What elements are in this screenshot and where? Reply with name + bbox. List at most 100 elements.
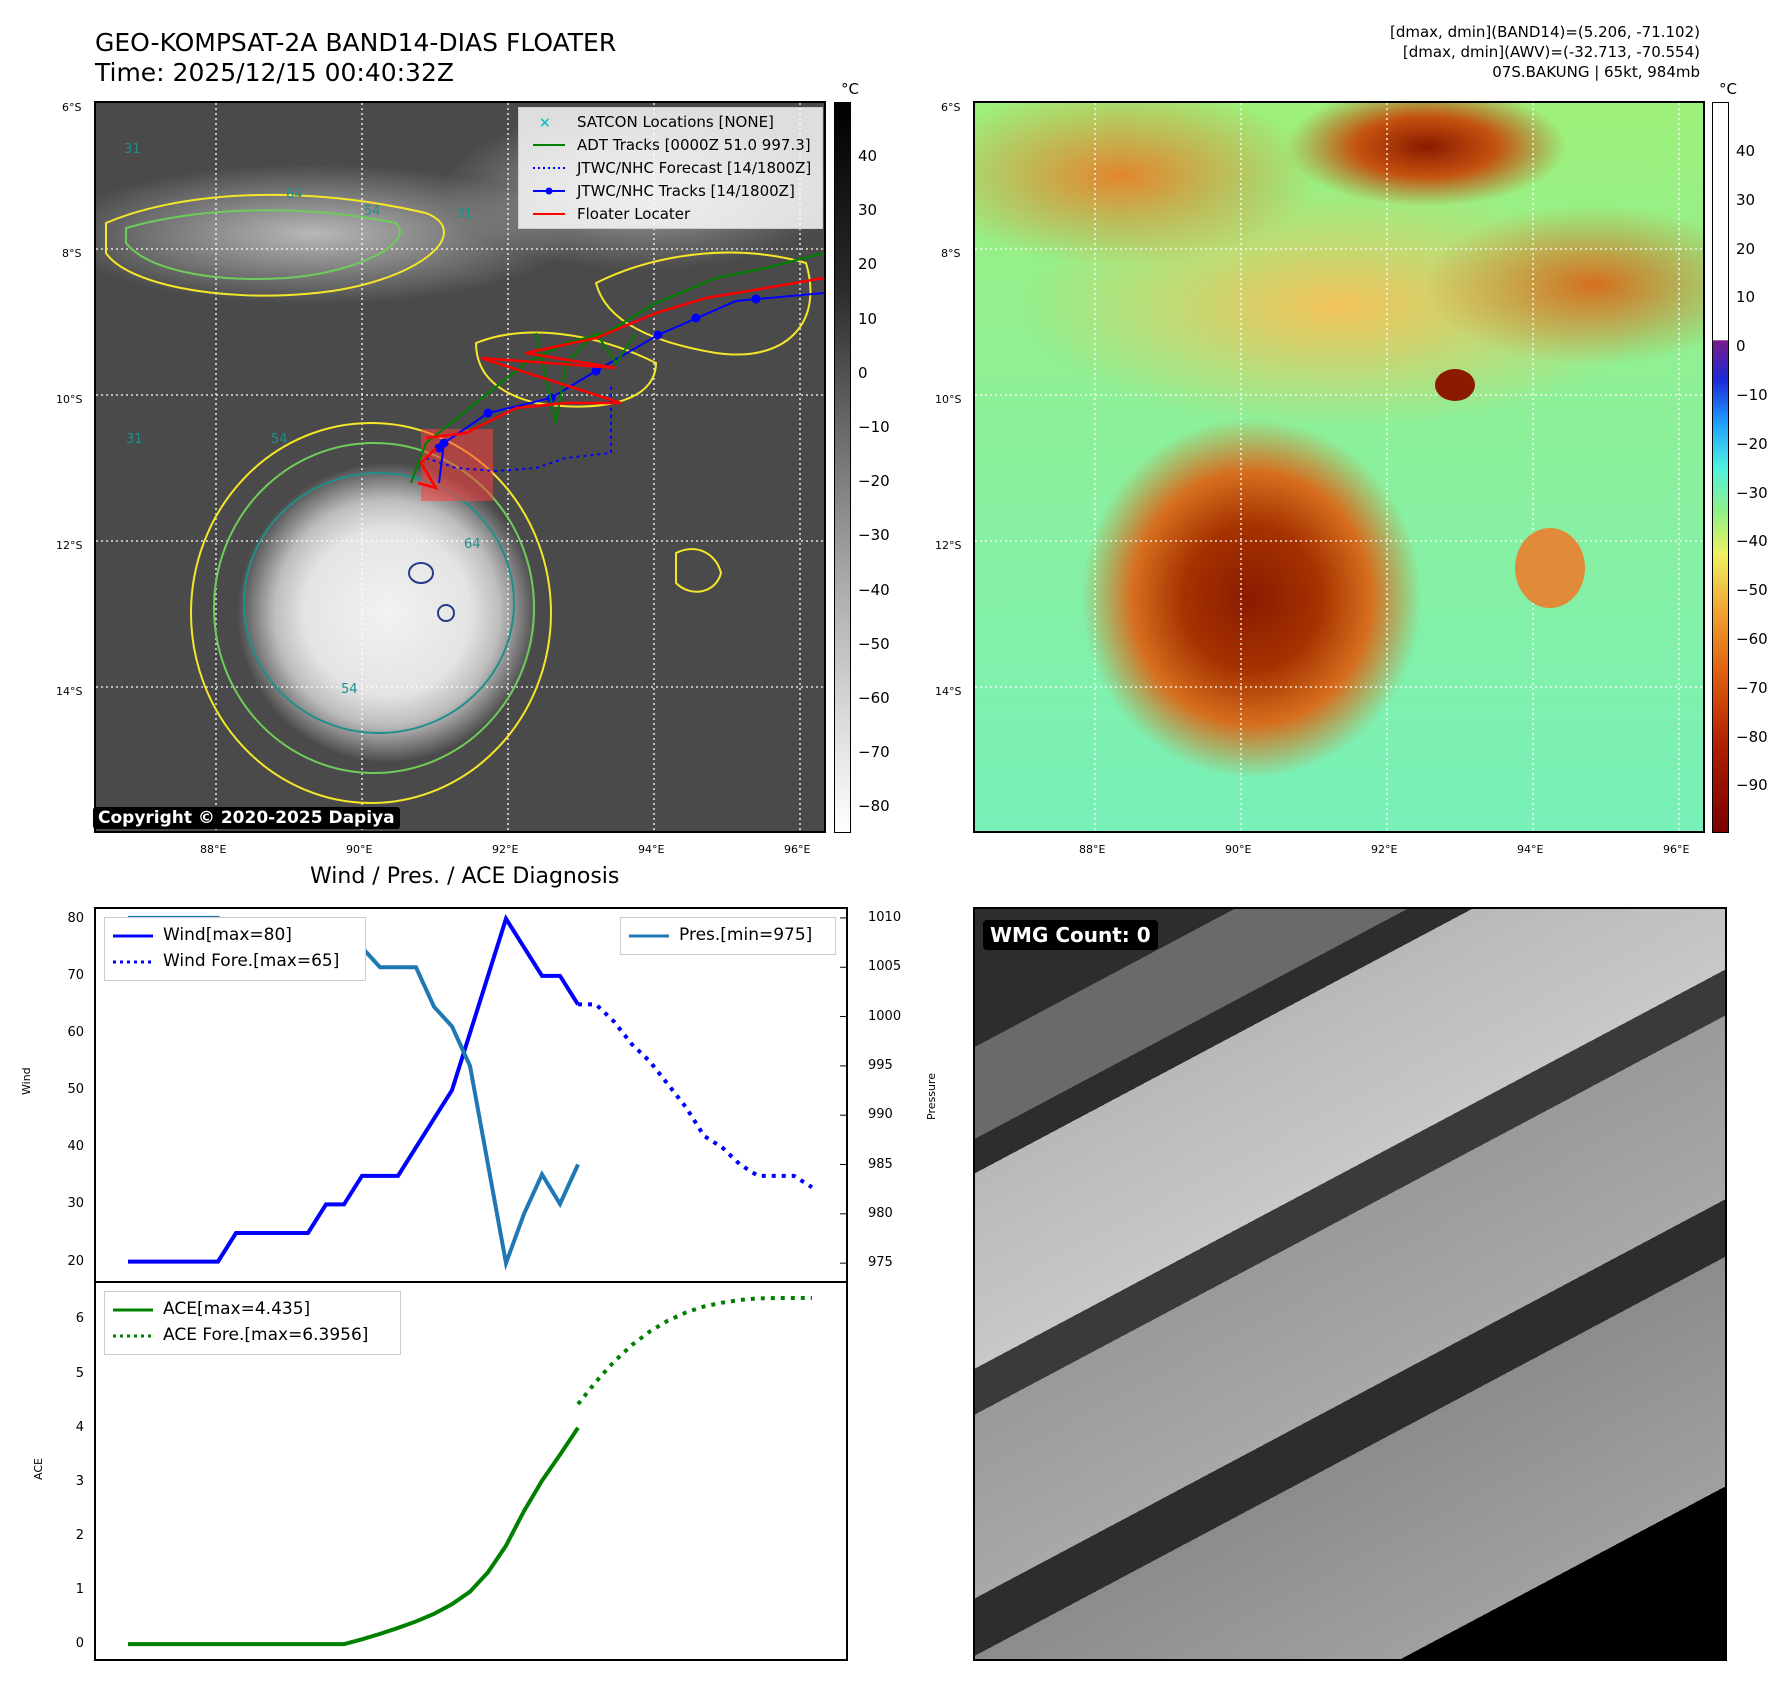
map1-lat-14s: 14°S [56,685,83,698]
colorbar-awv-tick: −70 [1736,678,1768,697]
colorbar-ir-tick: 40 [858,147,878,165]
map2-lat-6s: 6°S [941,101,961,114]
colorbar-awv-tick: −50 [1736,581,1768,600]
pressure-tick-label: 990 [868,1107,893,1123]
floater-locater-hook [417,447,439,491]
pressure-legend-label: Pres.[min=975] [679,925,813,945]
ace-legend-forecast: ACE Fore.[max=6.3956] [163,1325,369,1345]
ir-satellite-map: 31 54 64 31 54 64 54 31 × SATCON Locati [94,101,826,833]
pressure-tick-label: 975 [868,1255,893,1271]
wind-tick-label: 30 [67,1196,84,1212]
colorbar-awv-tick: −30 [1736,483,1768,502]
map2-lon-92e: 92°E [1371,843,1398,856]
colorbar-ir-tick: −60 [858,689,890,707]
contour-31-mid [474,331,658,408]
colorbar-ir-tick: −20 [858,472,890,491]
contour-64-core [243,472,515,734]
contour-31-ne [594,251,812,356]
contour-label-6: 64 [464,537,481,552]
wind-tick-label: 20 [67,1253,84,1269]
contour-label-5: 54 [271,432,288,447]
map2-lon-90e: 90°E [1225,843,1252,856]
pressure-tick-label: 1005 [868,959,902,975]
map-legend: × SATCON Locations [NONE] ADT Tracks [00… [518,107,823,229]
contour-label-1: 31 [124,142,141,157]
colorbar-awv-tick: 20 [1736,239,1756,258]
colorbar-ir-tick: 30 [858,201,878,220]
diagnosis-title: Wind / Pres. / ACE Diagnosis [310,864,620,889]
pressure-tick-label: 1010 [868,909,902,925]
figure-time: Time: 2025/12/15 00:40:32Z [95,58,454,87]
map2-lon-94e: 94°E [1517,843,1544,856]
map1-lon-90e: 90°E [346,843,373,856]
colorbar-ir-tick: −30 [858,526,890,545]
pressure-tick-label: 995 [868,1057,893,1073]
colorbar-awv-tick: −10 [1736,386,1768,404]
colorbar-ir-tick: 20 [858,255,878,274]
ace-plot [127,1296,813,1647]
floater-locater-box [421,429,493,501]
contour-31-core [190,422,552,804]
ace-panel: ACE[max=4.435] ACE Fore.[max=6.3956] [94,1281,848,1661]
map2-lon-96e: 96°E [1663,843,1690,856]
pressure-legend: Pres.[min=975] [620,917,836,955]
svg-text:×: × [539,115,551,131]
colorbar-awv-tick: 10 [1736,288,1756,307]
wind-tick-label: 70 [67,967,84,983]
colorbar-awv-tick: 30 [1736,190,1756,209]
contour-label-3: 64 [286,187,303,202]
awv-cold-cell [1435,369,1475,401]
awv-east-cell [1515,528,1585,608]
colorbar-ir-tick: 0 [858,363,868,382]
ace-axis-label: ACE [32,1458,45,1480]
pressure-tick-label: 980 [868,1205,893,1221]
map1-lat-12s: 12°S [56,539,83,552]
map2-lat-12s: 12°S [935,539,962,552]
jtwc-track [438,292,824,484]
ace-tick-label: 2 [75,1527,84,1543]
contour-label-8: 31 [126,432,143,447]
map1-overlay: 31 54 64 31 54 64 54 31 [96,103,824,831]
wind-axis-label: Wind [20,1067,33,1095]
wmg-count-badge: WMG Count: 0 [983,920,1158,950]
pressure-tick-label: 1000 [868,1008,902,1024]
ace-tick-label: 4 [75,1419,84,1435]
colorbar-ir [834,102,851,833]
wind-legend-forecast: Wind Fore.[max=65] [163,951,340,971]
colorbar-ir-tick: −50 [858,634,890,653]
map2-lat-10s: 10°S [935,393,962,406]
ace-tick-label: 6 [75,1311,84,1327]
colorbar-awv-tick: −40 [1736,532,1768,551]
wind-forecast-series [578,1002,814,1189]
contour-label-2: 54 [364,204,381,219]
map2-overlay [975,103,1703,831]
colorbar-ir-unit: °C [841,80,859,98]
map1-lon-88e: 88°E [200,843,227,856]
colorbar-awv-tick: −60 [1736,630,1768,648]
wind-tick-label: 40 [67,1139,84,1155]
contour-cold-2 [437,604,455,622]
ace-tick-label: 1 [75,1582,84,1598]
map2-lat-8s: 8°S [941,247,961,260]
contour-label-7: 54 [341,682,358,697]
colorbar-awv-unit: °C [1719,80,1737,98]
ace-forecast-series [576,1296,812,1406]
map2-lat-14s: 14°S [935,685,962,698]
wind-tick-label: 80 [67,910,84,926]
colorbar-awv-tick: −80 [1736,727,1768,746]
colorbar-awv [1712,102,1729,833]
awv-satellite-map [973,101,1705,833]
figure-title: GEO-KOMPSAT-2A BAND14-DIAS FLOATER [95,28,617,57]
map1-lon-92e: 92°E [492,843,519,856]
copyright-badge: Copyright © 2020-2025 Dapiya [93,807,400,829]
storm-info: 07S.BAKUNG | 65kt, 984mb [1492,63,1700,81]
floater-locater-track [425,276,824,440]
band14-range: [dmax, dmin](BAND14)=(5.206, -71.102) [1389,23,1700,41]
colorbar-ir-tick: 10 [858,309,878,328]
ace-legend-observed: ACE[max=4.435] [163,1299,311,1319]
wind-tick-label: 60 [67,1025,84,1040]
ace-tick-label: 0 [75,1636,84,1652]
contour-31-east [675,548,723,593]
contour-31-north [105,193,445,297]
ace-series [128,1426,580,1647]
